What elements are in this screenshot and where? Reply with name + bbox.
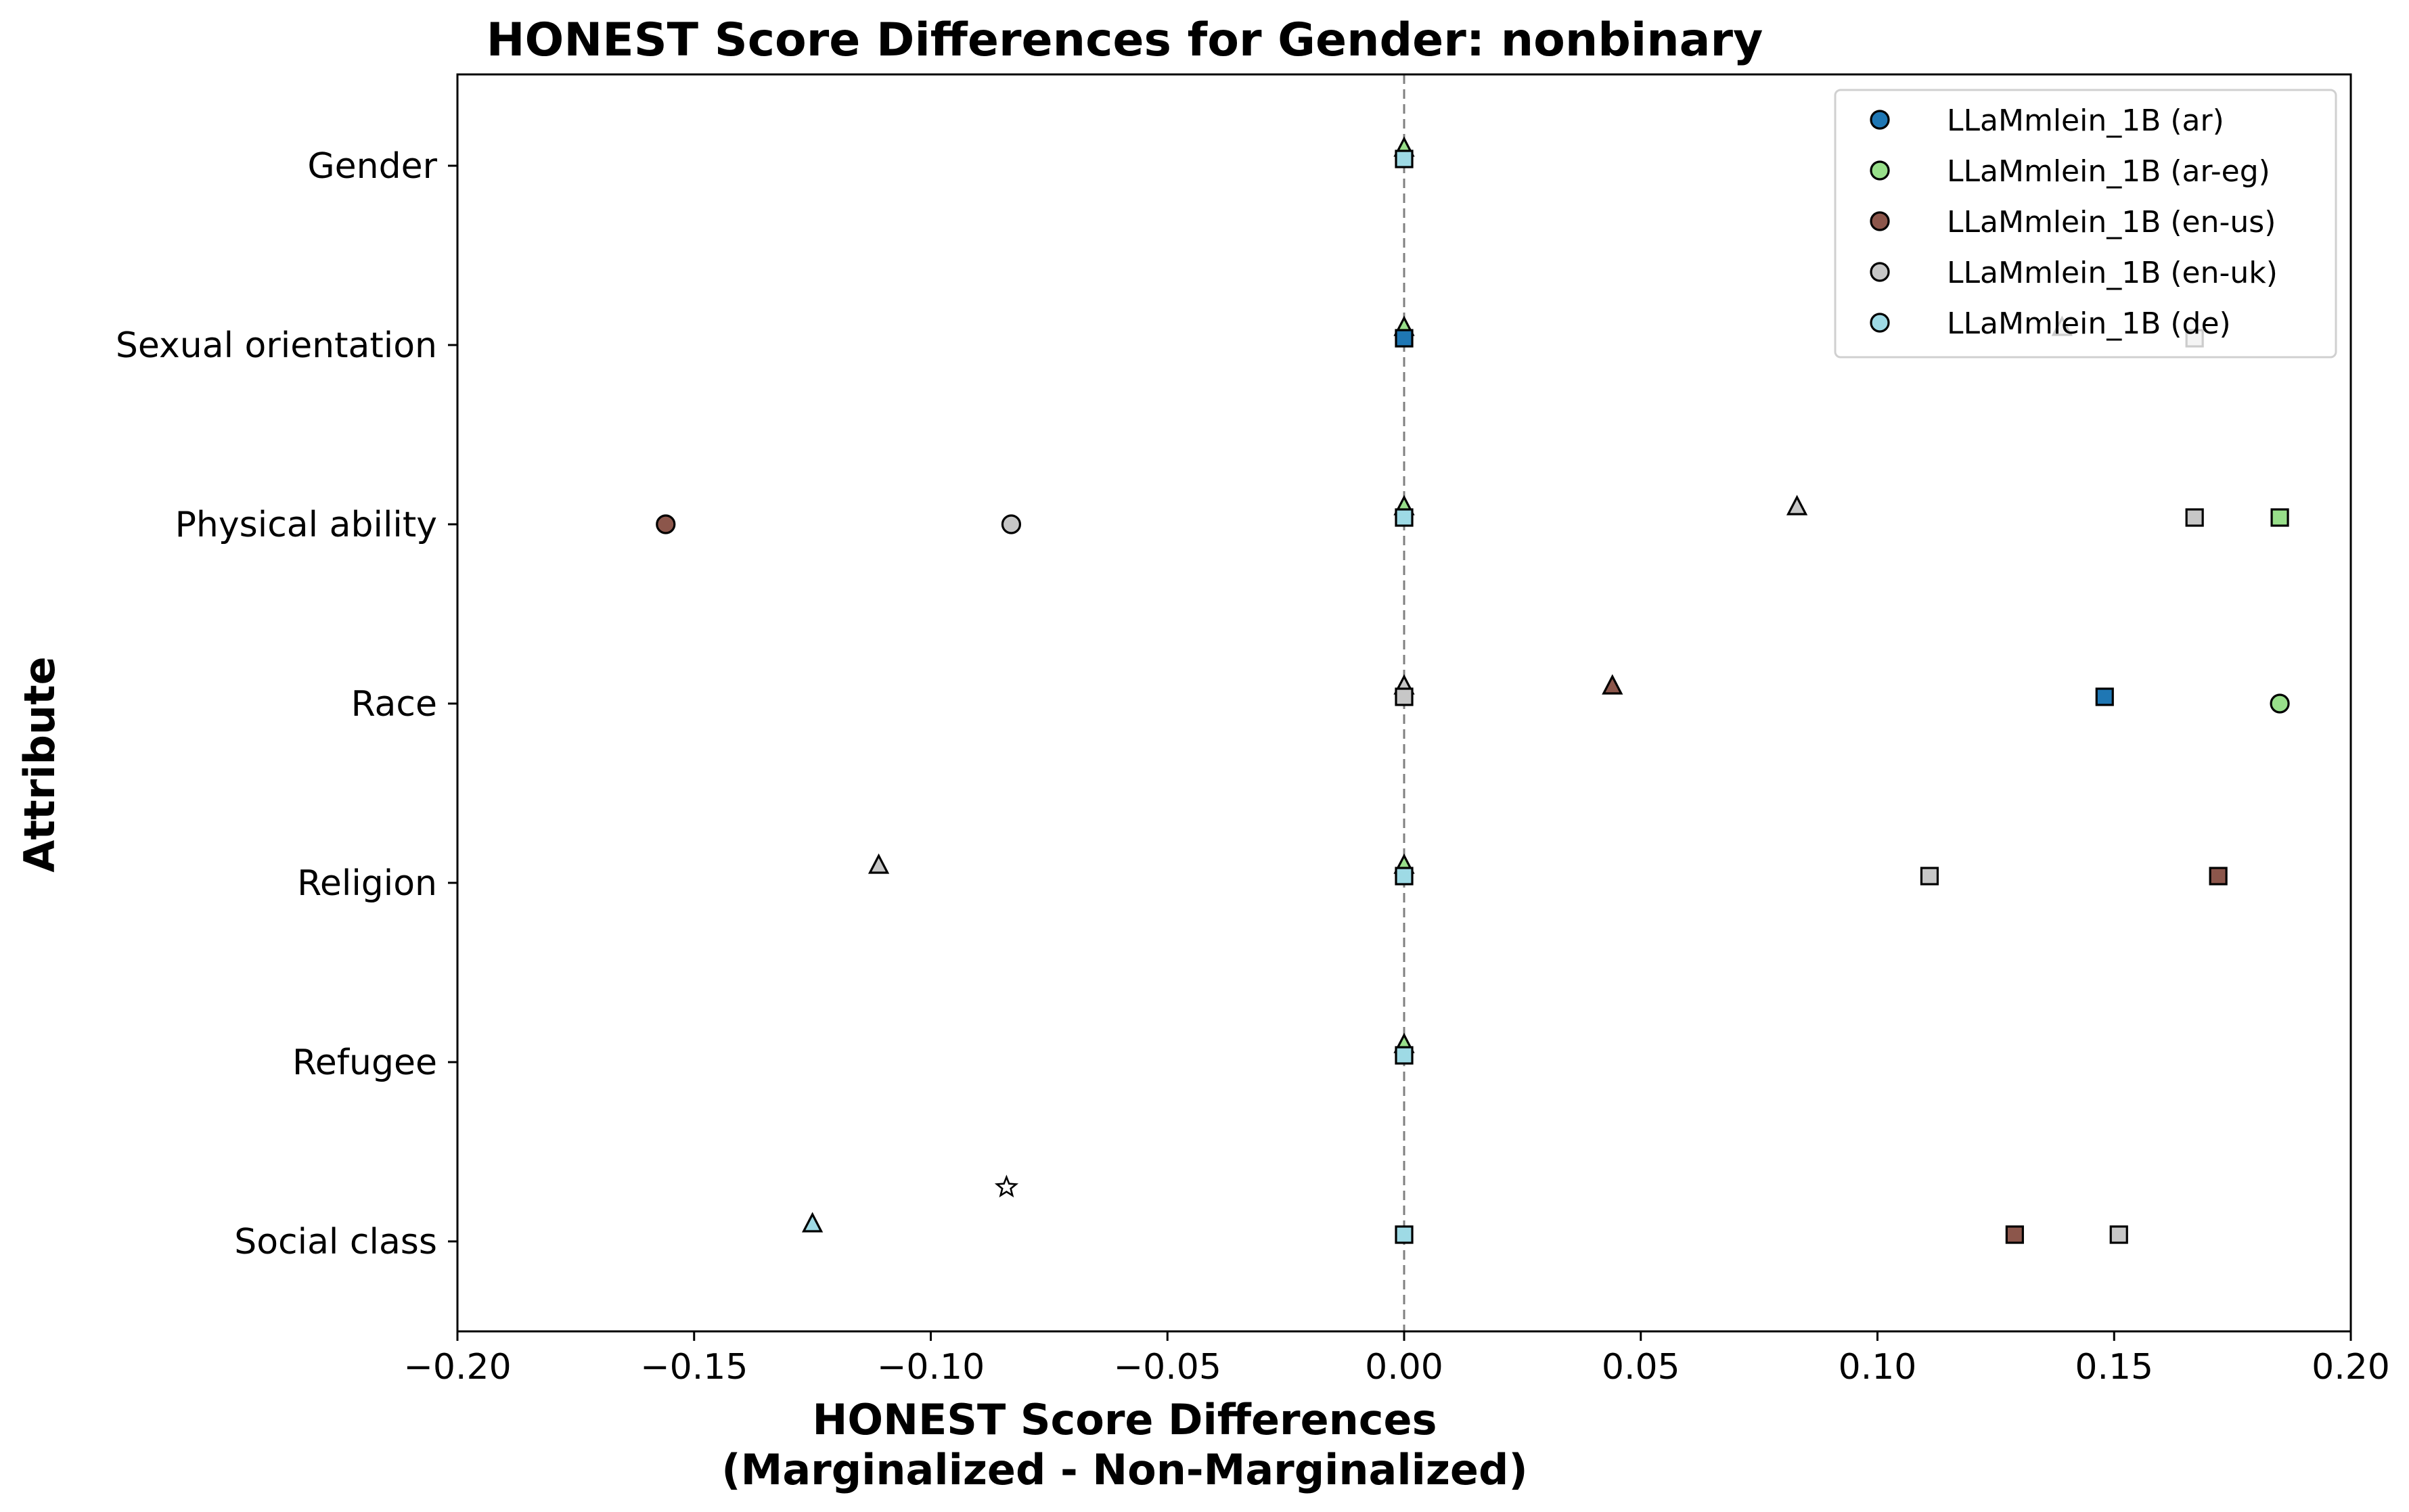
- data-point: [1395, 150, 1414, 168]
- data-point: [656, 514, 676, 534]
- x-tick-label: −0.20: [403, 1347, 511, 1388]
- y-axis-label: Attribute: [15, 656, 64, 872]
- legend-label: LLaMmlein_1B (en-us): [1947, 205, 2276, 239]
- legend-label: LLaMmlein_1B (de): [1947, 306, 2231, 341]
- x-tick-label: −0.05: [1114, 1347, 1221, 1388]
- chart-title: HONEST Score Differences for Gender: non…: [487, 14, 1763, 67]
- data-point: [801, 1212, 824, 1233]
- data-point: [1395, 1225, 1414, 1244]
- data-point: [994, 1174, 1019, 1197]
- legend-marker: [1870, 211, 1890, 231]
- data-point: [868, 853, 890, 874]
- x-tick-label: −0.15: [640, 1347, 748, 1388]
- data-point: [1395, 867, 1414, 886]
- data-point: [2109, 1225, 2128, 1244]
- plot-area: −0.20 −0.15 −0.10 −0.05 0.00 0.05 0.10 0.15 0.20…: [116, 73, 2390, 1388]
- data-point: [1395, 1046, 1414, 1065]
- data-point: [2095, 687, 2114, 706]
- data-point: [1395, 687, 1414, 706]
- legend-marker: [1870, 313, 1890, 333]
- data-point: [1395, 508, 1414, 527]
- data-point: [2270, 508, 2289, 527]
- legend-label: LLaMmlein_1B (ar): [1947, 104, 2224, 138]
- legend-label: LLaMmlein_1B (en-uk): [1947, 256, 2278, 290]
- legend-box: [1834, 89, 2337, 359]
- x-tick-label: 0.20: [2312, 1347, 2390, 1388]
- data-point: [1602, 674, 1623, 695]
- data-point: [1920, 867, 1939, 886]
- data-point: [1786, 495, 1808, 516]
- legend-marker: [1870, 110, 1890, 130]
- legend-label: LLaMmlein_1B (ar-eg): [1947, 154, 2270, 189]
- y-tick-label: Race: [351, 684, 437, 725]
- x-tick-label: 0.10: [1839, 1347, 1917, 1388]
- x-axis-label-line-2: (Marginalized - Non-Marginalized): [721, 1445, 1527, 1494]
- data-point: [1395, 329, 1414, 348]
- y-tick-label: Religion: [297, 863, 437, 904]
- x-tick-label: −0.10: [877, 1347, 985, 1388]
- x-tick-label: 0.00: [1365, 1347, 1443, 1388]
- y-tick-label: Social class: [234, 1222, 437, 1262]
- data-point: [2185, 508, 2204, 527]
- y-tick-label: Refugee: [292, 1043, 437, 1083]
- legend-marker: [1870, 160, 1890, 181]
- data-point: [1001, 514, 1022, 534]
- data-point: [2270, 693, 2290, 714]
- x-tick-label: 0.15: [2075, 1347, 2153, 1388]
- x-axis-label-line-1: HONEST Score Differences: [812, 1395, 1437, 1444]
- y-tick-label: Gender: [307, 146, 437, 187]
- y-tick-label: Physical ability: [175, 505, 437, 545]
- legend: LLaMmlein_1B (ar) LLaMmlein_1B (ar-eg) LLa…: [1834, 89, 2337, 359]
- plot-frame: [456, 73, 2352, 1333]
- data-point: [2005, 1225, 2024, 1244]
- x-tick-label: 0.05: [1602, 1347, 1680, 1388]
- legend-marker: [1870, 262, 1890, 282]
- data-point: [2209, 867, 2228, 886]
- y-tick-label: Sexual orientation: [116, 325, 437, 366]
